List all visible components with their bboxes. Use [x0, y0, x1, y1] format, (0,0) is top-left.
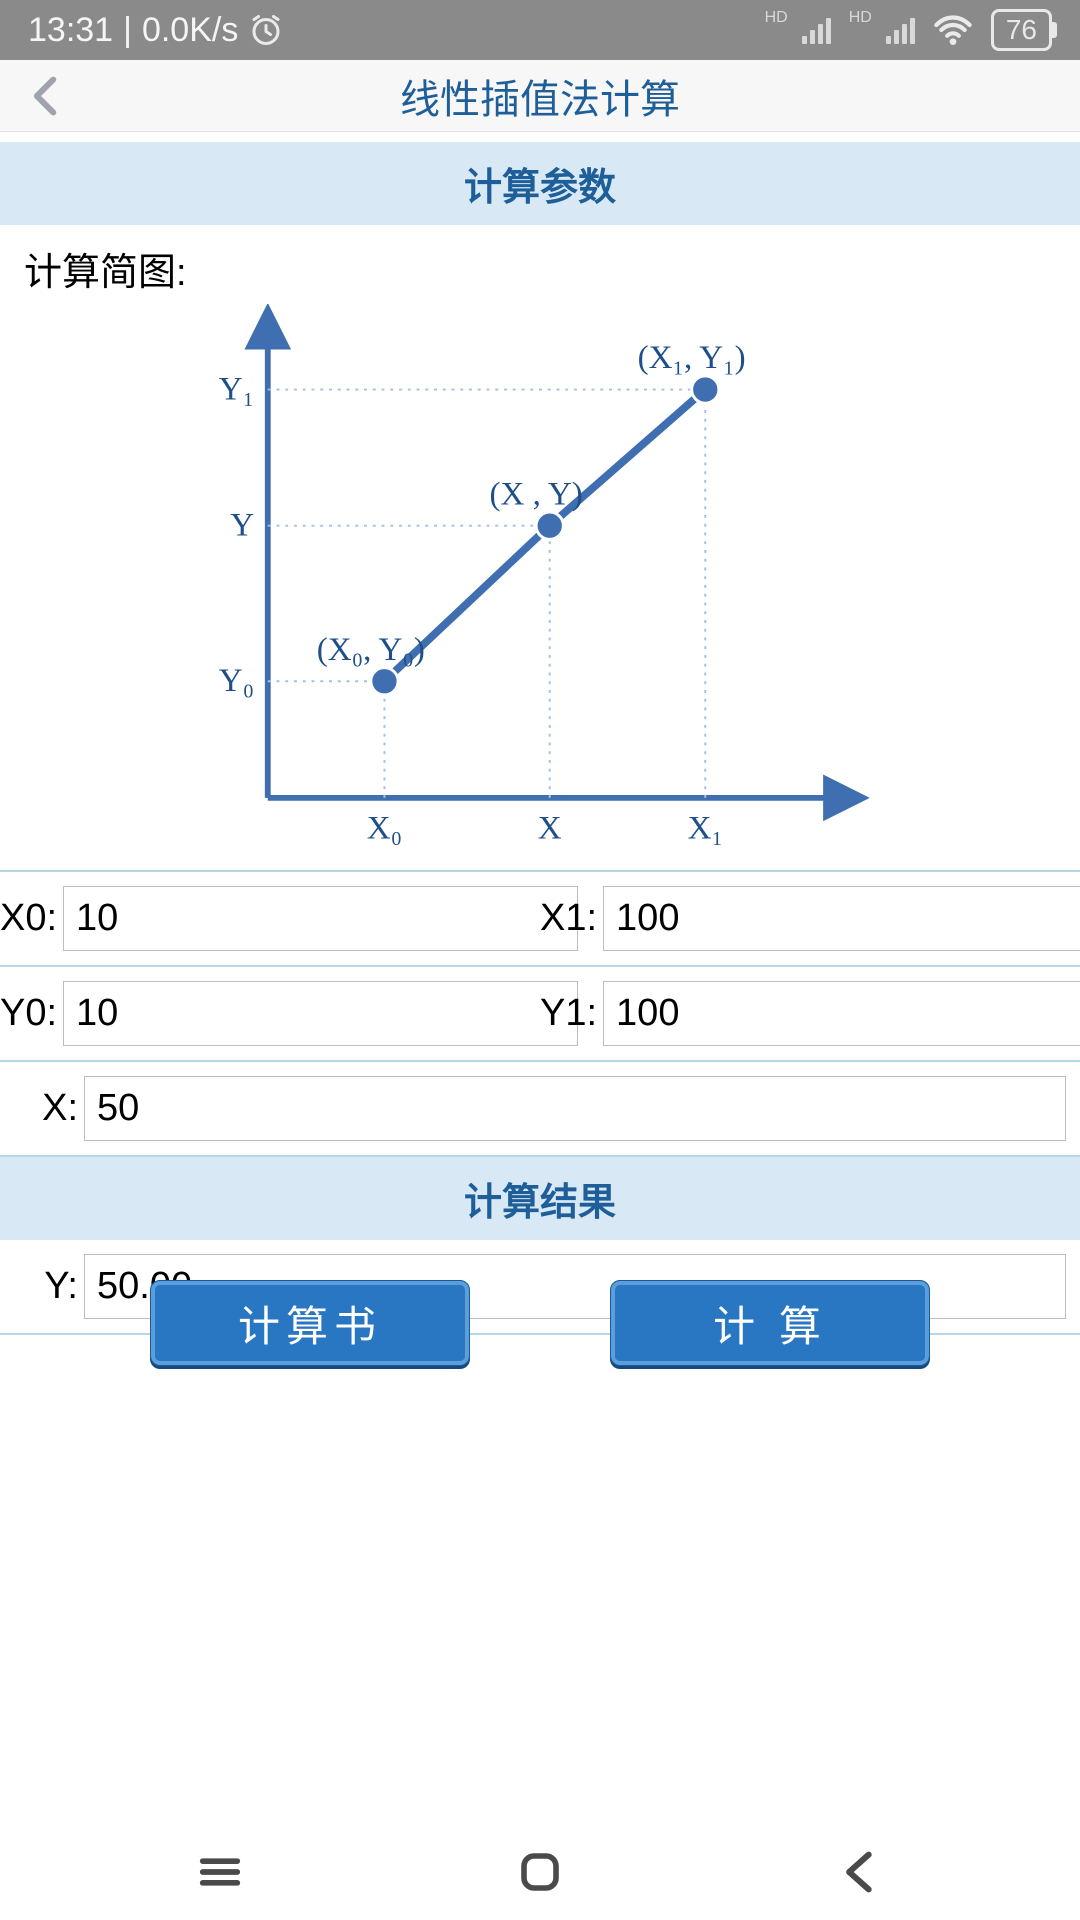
hd-label-1: HD [765, 9, 788, 27]
interpolation-diagram: X₀ Y₀ X Y X₁ Y₁ (X₀, Y₀) (X , Y) (X₁, Y₁) [190, 304, 890, 864]
nav-back-button[interactable] [815, 1837, 905, 1907]
nav-home-button[interactable] [495, 1837, 585, 1907]
nav-recents-button[interactable] [175, 1837, 265, 1907]
input-x1[interactable] [603, 886, 1080, 951]
section-header-result: 计算结果 [0, 1157, 1080, 1240]
row-x: X: [0, 1062, 1080, 1157]
input-y1[interactable] [603, 981, 1080, 1046]
wifi-icon [933, 10, 973, 50]
svg-text:(X , Y): (X , Y) [489, 476, 582, 512]
section-header-params: 计算参数 [0, 142, 1080, 225]
label-y0: Y0: [0, 992, 63, 1035]
status-right: HD HD 76 [765, 9, 1052, 51]
status-left: 13:31 | 0.0K/s [28, 11, 284, 50]
input-y0[interactable] [63, 981, 578, 1046]
label-x1: X1: [540, 897, 603, 940]
signal-icon [802, 16, 831, 44]
battery-indicator: 76 [991, 9, 1052, 51]
signal-icon-2 [886, 16, 915, 44]
button-bar: 计算书 计 算 [0, 1280, 1080, 1366]
svg-text:Y₀: Y₀ [219, 663, 254, 699]
status-bar: 13:31 | 0.0K/s HD HD 76 [0, 0, 1080, 60]
calculate-button[interactable]: 计 算 [610, 1280, 930, 1366]
page-title: 线性插值法计算 [0, 67, 1080, 125]
hd-label-2: HD [849, 9, 872, 27]
svg-text:X₁: X₁ [688, 811, 723, 847]
battery-value: 76 [1006, 14, 1037, 46]
svg-text:Y₁: Y₁ [219, 371, 254, 407]
svg-text:(X₁, Y₁): (X₁, Y₁) [638, 340, 746, 376]
status-time: 13:31 [28, 11, 113, 50]
input-rows: X0: X1: Y0: Y1: X: [0, 870, 1080, 1157]
back-button[interactable] [22, 72, 70, 120]
label-y1: Y1: [540, 992, 603, 1035]
svg-text:(X₀, Y₀): (X₀, Y₀) [317, 632, 425, 668]
status-sep: | [123, 11, 132, 50]
alarm-icon [248, 12, 284, 48]
diagram-label: 计算简图: [0, 225, 1080, 304]
diagram-container: X₀ Y₀ X Y X₁ Y₁ (X₀, Y₀) (X , Y) (X₁, Y₁) [0, 304, 1080, 870]
row-y0-y1: Y0: Y1: [0, 967, 1080, 1062]
report-button[interactable]: 计算书 [150, 1280, 470, 1366]
input-x[interactable] [84, 1076, 1066, 1141]
status-speed: 0.0K/s [142, 11, 238, 50]
app-header: 线性插值法计算 [0, 60, 1080, 132]
svg-text:Y: Y [230, 507, 254, 543]
svg-text:X: X [538, 811, 562, 847]
svg-text:X₀: X₀ [367, 811, 402, 847]
system-nav-bar [0, 1824, 1080, 1920]
label-x0: X0: [0, 897, 63, 940]
label-x: X: [0, 1087, 84, 1130]
row-x0-x1: X0: X1: [0, 872, 1080, 967]
input-x0[interactable] [63, 886, 578, 951]
